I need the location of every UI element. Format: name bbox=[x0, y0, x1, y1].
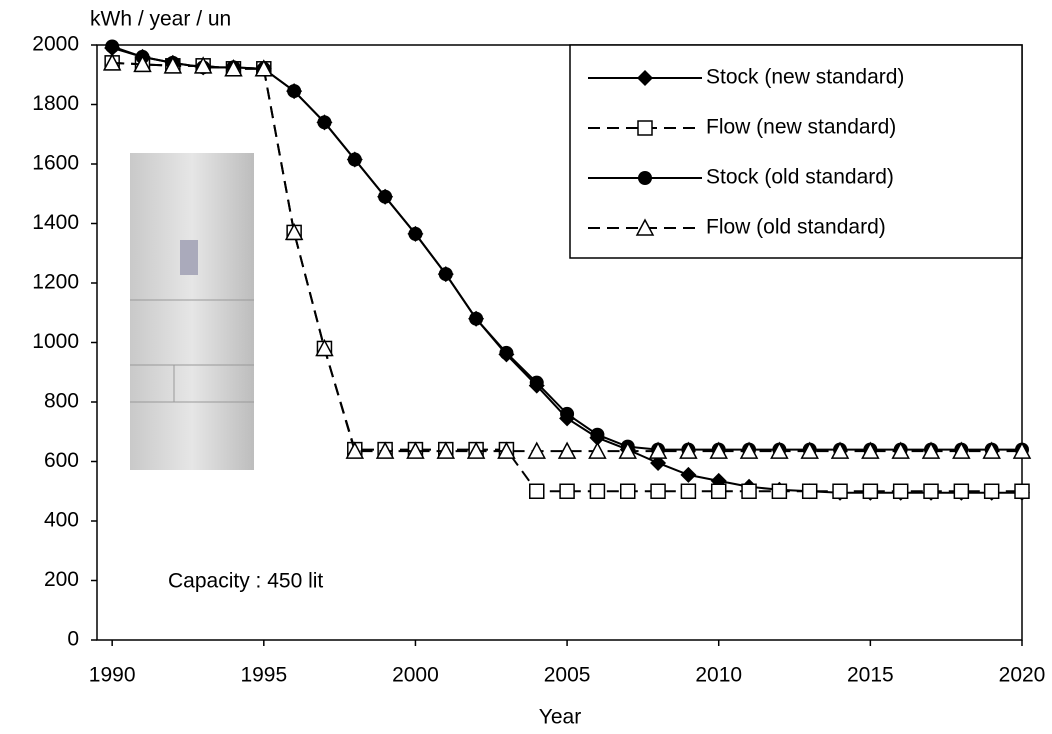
y-tick-label: 1000 bbox=[32, 330, 79, 353]
marker bbox=[712, 484, 726, 498]
legend-label: Stock (old standard) bbox=[706, 166, 894, 189]
marker bbox=[317, 115, 331, 129]
marker bbox=[348, 153, 362, 167]
marker bbox=[378, 190, 392, 204]
x-tick-label: 1990 bbox=[89, 664, 136, 687]
marker bbox=[924, 484, 938, 498]
x-tick-label: 2020 bbox=[999, 664, 1046, 687]
marker bbox=[590, 428, 604, 442]
chart: kWh / year / un Year Capacity : 450 lit … bbox=[0, 0, 1052, 729]
legend-marker bbox=[638, 171, 652, 185]
marker bbox=[803, 484, 817, 498]
y-tick-label: 0 bbox=[67, 628, 79, 651]
x-tick-label: 2015 bbox=[847, 664, 894, 687]
y-axis-label: kWh / year / un bbox=[90, 8, 231, 31]
marker bbox=[621, 484, 635, 498]
marker bbox=[772, 484, 786, 498]
y-tick-label: 800 bbox=[44, 390, 79, 413]
fridge-image bbox=[130, 153, 254, 470]
x-tick-label: 2000 bbox=[392, 664, 439, 687]
marker bbox=[287, 84, 301, 98]
legend-label: Stock (new standard) bbox=[706, 66, 904, 89]
y-tick-label: 400 bbox=[44, 509, 79, 532]
marker bbox=[985, 484, 999, 498]
y-tick-label: 2000 bbox=[32, 33, 79, 56]
legend-label: Flow (new standard) bbox=[706, 116, 896, 139]
x-tick-label: 2010 bbox=[695, 664, 742, 687]
legend-marker bbox=[638, 121, 652, 135]
marker bbox=[954, 484, 968, 498]
marker bbox=[590, 484, 604, 498]
marker bbox=[1015, 484, 1029, 498]
marker bbox=[560, 407, 574, 421]
y-tick-label: 1400 bbox=[32, 211, 79, 234]
marker bbox=[894, 484, 908, 498]
marker bbox=[680, 467, 696, 483]
annotation: Capacity : 450 lit bbox=[168, 570, 323, 593]
x-tick-label: 1995 bbox=[240, 664, 287, 687]
marker bbox=[105, 39, 119, 53]
marker bbox=[742, 484, 756, 498]
y-tick-label: 1800 bbox=[32, 92, 79, 115]
marker bbox=[499, 346, 513, 360]
page: {"chart_data": {"type": "line", "y_label… bbox=[0, 0, 1052, 734]
legend-label: Flow (old standard) bbox=[706, 216, 886, 239]
marker bbox=[863, 484, 877, 498]
marker bbox=[408, 227, 422, 241]
marker bbox=[560, 484, 574, 498]
y-tick-label: 600 bbox=[44, 449, 79, 472]
y-tick-label: 1600 bbox=[32, 152, 79, 175]
marker bbox=[530, 376, 544, 390]
marker bbox=[530, 484, 544, 498]
x-tick-label: 2005 bbox=[544, 664, 591, 687]
marker bbox=[833, 484, 847, 498]
marker bbox=[439, 267, 453, 281]
y-tick-label: 1200 bbox=[32, 271, 79, 294]
marker bbox=[651, 484, 665, 498]
marker bbox=[469, 312, 483, 326]
y-tick-label: 200 bbox=[44, 568, 79, 591]
marker bbox=[681, 484, 695, 498]
x-axis-label: Year bbox=[539, 706, 581, 729]
